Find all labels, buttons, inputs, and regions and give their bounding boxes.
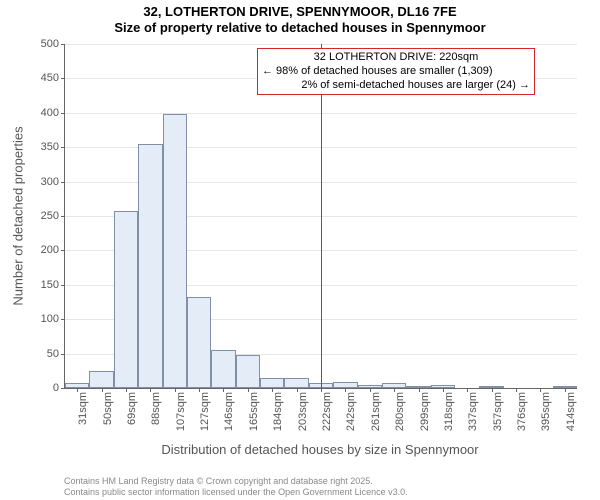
ytick-label: 500 <box>41 38 65 50</box>
histogram-bar <box>260 378 284 388</box>
ytick-label: 300 <box>41 176 65 188</box>
histogram-bar <box>138 144 162 388</box>
histogram-bar <box>236 355 260 388</box>
y-axis-label: Number of detached properties <box>11 126 26 305</box>
xtick-label: 222sqm <box>321 392 333 431</box>
plot-area: 05010015020025030035040045050031sqm50sqm… <box>64 44 577 389</box>
xtick-label: 318sqm <box>443 392 455 431</box>
xtick-label: 146sqm <box>223 392 235 431</box>
histogram-bar <box>284 378 308 388</box>
credits: Contains HM Land Registry data © Crown c… <box>64 476 408 498</box>
xtick-label: 261sqm <box>370 392 382 431</box>
xtick-label: 242sqm <box>345 392 357 431</box>
xtick-label: 69sqm <box>126 392 138 425</box>
xtick-label: 107sqm <box>175 392 187 431</box>
xtick-label: 203sqm <box>297 392 309 431</box>
annotation-line: 2% of semi-detached houses are larger (2… <box>262 79 530 93</box>
title-line-2: Size of property relative to detached ho… <box>0 20 600 36</box>
page-title: 32, LOTHERTON DRIVE, SPENNYMOOR, DL16 7F… <box>0 4 600 37</box>
xtick-label: 337sqm <box>467 392 479 431</box>
histogram-bar <box>211 350 235 388</box>
credits-line-2: Contains public sector information licen… <box>64 487 408 498</box>
ytick-label: 50 <box>47 348 65 360</box>
xtick-label: 414sqm <box>565 392 577 431</box>
xtick-label: 88sqm <box>150 392 162 425</box>
xtick-label: 31sqm <box>77 392 89 425</box>
histogram-chart: 05010015020025030035040045050031sqm50sqm… <box>64 44 576 388</box>
ytick-label: 250 <box>41 210 65 222</box>
annotation-box: 32 LOTHERTON DRIVE: 220sqm← 98% of detac… <box>257 48 535 95</box>
x-axis-label: Distribution of detached houses by size … <box>161 442 478 457</box>
histogram-bar <box>114 211 138 389</box>
ytick-label: 0 <box>53 382 65 394</box>
ytick-label: 150 <box>41 279 65 291</box>
histogram-bar <box>187 297 211 389</box>
xtick-label: 395sqm <box>540 392 552 431</box>
ytick-label: 350 <box>41 141 65 153</box>
xtick-label: 165sqm <box>248 392 260 431</box>
annotation-line: ← 98% of detached houses are smaller (1,… <box>262 65 530 79</box>
xtick-label: 357sqm <box>492 392 504 431</box>
ytick-label: 450 <box>41 72 65 84</box>
xtick-label: 299sqm <box>419 392 431 431</box>
histogram-bar <box>163 114 187 388</box>
ytick-label: 400 <box>41 107 65 119</box>
reference-line <box>321 44 322 388</box>
ytick-label: 200 <box>41 244 65 256</box>
xtick-label: 280sqm <box>394 392 406 431</box>
histogram-bar <box>89 371 113 388</box>
title-line-1: 32, LOTHERTON DRIVE, SPENNYMOOR, DL16 7F… <box>0 4 600 20</box>
xtick-label: 184sqm <box>272 392 284 431</box>
annotation-line: 32 LOTHERTON DRIVE: 220sqm <box>262 51 530 65</box>
credits-line-1: Contains HM Land Registry data © Crown c… <box>64 476 408 487</box>
ytick-label: 100 <box>41 313 65 325</box>
xtick-label: 127sqm <box>199 392 211 431</box>
xtick-label: 376sqm <box>516 392 528 431</box>
xtick-label: 50sqm <box>102 392 114 425</box>
